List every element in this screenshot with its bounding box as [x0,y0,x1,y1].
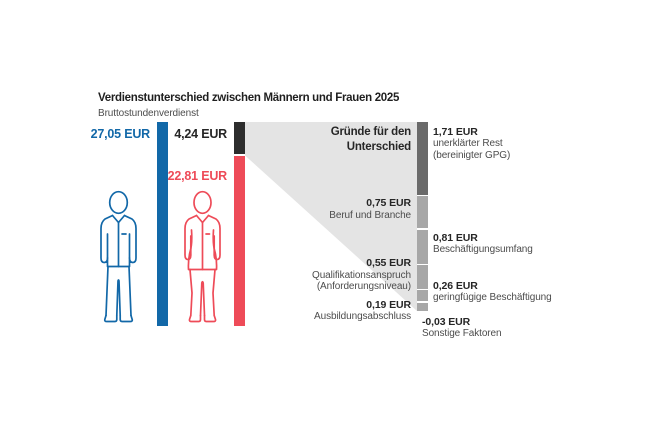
woman-icon [184,190,221,323]
segment-value: 0,55 EUR [366,257,411,269]
breakdown-segment [417,290,428,302]
breakdown-segment [417,229,428,264]
women-bar [234,156,245,326]
segment-desc: (Anforderungsniveau) [316,281,411,292]
segment-desc: Beschäftigungsumfang [433,244,533,255]
breakdown-segment [417,302,428,311]
segment-value: 1,71 EUR [433,125,478,138]
segment-label-group: 0,19 EUR Ausbildungsabschluss [314,298,411,323]
segment-value: -0,03 EUR [422,315,471,328]
breakdown-segment [417,122,428,195]
segment-desc: Beruf und Branche [329,209,411,221]
segment-desc: (bereinigter GPG) [433,149,511,161]
segment-desc: Ausbildungsabschluss [314,311,411,322]
segment-value: 0,19 EUR [366,298,411,311]
segment-value: 0,75 EUR [366,197,411,209]
segment-value: 0,81 EUR [433,231,478,244]
man-icon [100,190,137,323]
segment-desc: unerklärter Rest [433,138,503,149]
segment-value: 0,26 EUR [433,279,478,292]
segment-label-group: 0,55 EUR Qualifikationsanspruch (Anforderu… [312,257,411,293]
breakdown-heading-line2: Unterschied [346,140,411,153]
segment-desc: Sonstige Faktoren [422,328,502,339]
breakdown-heading: Gründe für den Unterschied [231,125,411,154]
segment-label-group: 0,75 EUR Beruf und Branche [329,197,411,221]
men-bar [157,122,168,326]
men-value-label: 27,05 EUR [90,127,151,141]
chart-subtitle: Bruttostundenverdienst [98,108,199,119]
segment-label-group: 0,26 EUR geringfügige Beschäftigung [433,279,552,304]
chart-title: Verdienstunterschied zwischen Männern un… [98,92,400,104]
breakdown-heading-line1: Gründe für den [330,126,411,138]
segment-desc: geringfügige Beschäftigung [433,292,552,303]
segment-label-group: -0,03 EUR Sonstige Faktoren [422,315,502,340]
segment-label-group: 1,71 EUR unerklärter Rest (bereinigter GPG… [433,125,511,162]
breakdown-segment [417,196,428,229]
breakdown-segment [417,265,428,289]
gap-bar-segment [234,122,245,154]
gap-value-label: 4,24 EUR [174,127,227,141]
segment-label-group: 0,81 EUR Beschäftigungsumfang [433,231,533,256]
segment-desc: Qualifikationsanspruch [312,269,411,281]
women-value-label: 22,81 EUR [167,169,228,183]
